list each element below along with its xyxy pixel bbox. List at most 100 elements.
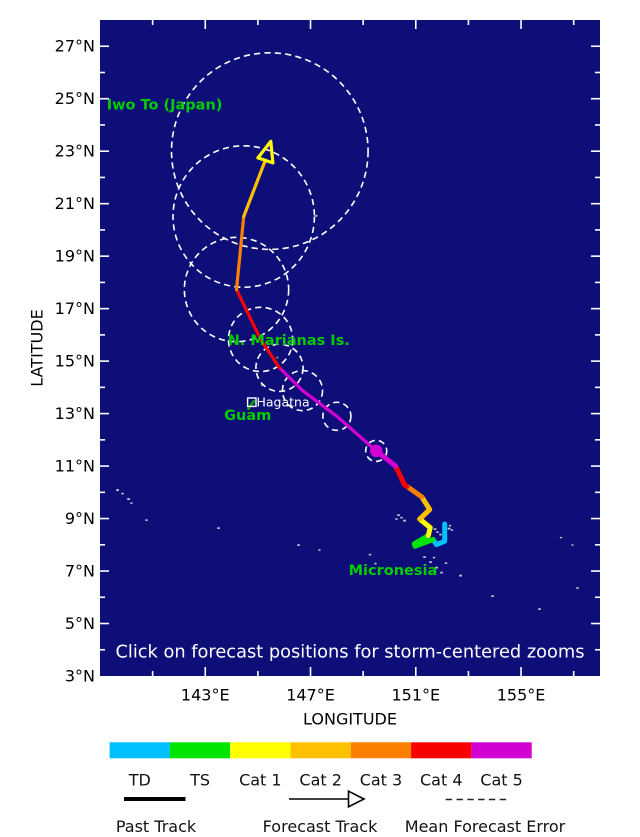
geo-label-2: Guam [224,408,271,424]
past-track-segment-c4 [393,463,410,489]
island-speck [429,561,432,563]
forecast-track-segment-1[interactable] [300,388,339,418]
island-speck [435,566,438,569]
y-tick-labels: 27°N 25°N 23°N 21°N 19°N 17°N 15°N 13°N 11°N 9°N 7… [55,37,95,686]
legend-label-c4: Cat 4 [420,771,463,790]
island-speck [436,531,439,533]
y-tick-label: 25°N [55,89,95,108]
past-track-segment-c2 [417,494,433,522]
x-tick-label: 151°E [391,686,440,705]
forecast-error-circle-5[interactable] [183,236,290,343]
island-speck [559,536,562,539]
x-tick-label: 143°E [181,686,230,705]
island-speck [395,518,398,520]
y-tick-label: 5°N [65,614,95,633]
y-tick-label: 21°N [55,194,95,213]
tick-marks [100,20,600,676]
legend-swatch-c1 [230,742,291,759]
y-tick-label: 15°N [55,352,95,371]
city-label: Hagatna [257,395,310,410]
island-speck [145,519,148,521]
island-speck [576,587,579,589]
legend-swatch-c4 [411,742,472,759]
island-speck [318,549,321,551]
island-speck [374,562,377,565]
y-tick-label: 27°N [55,37,95,56]
x-tick-label: 147°E [286,686,335,705]
legend-swatch-c2 [290,742,351,759]
y-tick-label: 17°N [55,299,95,318]
island-speck [440,571,443,574]
legend-label-ts: TS [189,771,210,790]
forecast-track-segment-3[interactable] [259,337,282,370]
forecast-sample-arrowhead [347,789,366,809]
island-speck [276,356,279,359]
forecast-sample-label: Forecast Track [263,817,378,836]
island-speck [448,524,452,527]
forecast-error-circle-7[interactable] [170,52,369,251]
map-ocean [100,20,600,676]
y-tick-label: 11°N [55,457,95,476]
island-speck [403,519,406,522]
y-axis-title: LATITUDE [28,309,47,386]
forecast-track-segment-6[interactable] [242,158,267,219]
island-speck [116,489,119,492]
y-tick-label: 7°N [65,562,95,581]
legend-label-c3: Cat 3 [360,771,403,790]
current-position-marker[interactable] [369,444,383,458]
legend-label-c5: Cat 5 [480,771,523,790]
island-speck [491,595,494,597]
island-speck [450,529,454,531]
legend-swatch-ts [169,742,231,759]
y-tick-label: 23°N [55,142,95,161]
forecast-arrowhead[interactable] [256,139,275,165]
y-tick-label: 3°N [65,667,95,686]
past-track-segment-td [430,521,448,548]
island-speck [444,562,448,564]
legend-label-c2: Cat 2 [299,771,342,790]
island-speck [439,533,442,536]
legend-swatch-td [109,742,170,759]
past-track-sample-label: Past Track [116,817,197,836]
island-speck [217,527,220,529]
forecast-track-segment-5[interactable] [234,214,246,292]
legend-label-c1: Cat 1 [239,771,282,790]
y-tick-label: 9°N [65,509,95,528]
geo-label-1: N. Marianas Is. [228,333,350,349]
island-speck [400,516,403,519]
y-tick-label: 13°N [55,404,95,423]
x-axis-title: LONGITUDE [303,710,397,729]
forecast-track-segment-0[interactable] [335,414,378,453]
forecast-error-circles [170,52,388,463]
guam-island-mark [247,399,256,411]
legend-swatch-c5 [471,742,532,759]
island-specks [116,214,579,610]
geo-label-3: Micronesia [349,563,438,579]
error-sample-label: Mean Forecast Error [405,817,566,836]
y-tick-label: 19°N [55,247,95,266]
past-track-segment-c3 [404,483,425,500]
island-speck [423,556,426,558]
island-speck [297,544,300,546]
island-speck [368,553,372,556]
forecast-error-circle-0[interactable] [364,439,388,463]
island-speck [397,514,400,516]
island-speck [447,527,451,530]
forecast-error-circle-3[interactable] [255,343,304,393]
forecast-track-segment-2[interactable] [277,366,305,393]
island-speck [433,528,437,530]
island-speck [121,492,124,495]
forecast-error-circle-6[interactable] [172,145,316,289]
forecast-track-segment-4[interactable] [234,287,263,341]
forecast-error-circle-1[interactable] [322,401,352,432]
forecast-error-circle-4[interactable] [227,306,294,373]
legend-swatch-c3 [350,742,412,759]
island-speck [127,498,130,501]
island-speck [571,544,574,546]
x-tick-labels: 143°E 147°E 151°E 155°E [181,686,545,705]
past-track-segment-ts [411,533,436,549]
island-speck [432,556,436,559]
island-speck [459,574,462,577]
